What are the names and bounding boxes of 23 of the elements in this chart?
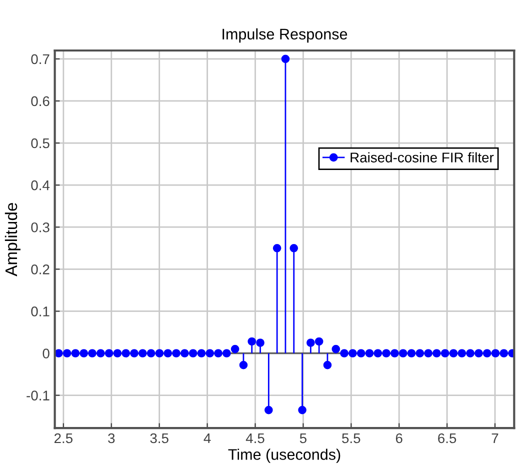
x-tick-label: 5 bbox=[300, 433, 306, 444]
y-tick-label: 0.4 bbox=[31, 180, 50, 190]
x-tick-label: 6 bbox=[396, 433, 402, 444]
y-tick-label: 0.5 bbox=[31, 138, 50, 148]
y-tick-label: 0.2 bbox=[31, 264, 50, 274]
y-tick-label: 0 bbox=[42, 348, 50, 358]
y-tick-label: 0.3 bbox=[31, 222, 50, 232]
x-tick-label: 4.5 bbox=[246, 433, 264, 444]
y-axis-title: Amplitude bbox=[4, 202, 20, 276]
x-axis-title: Time (useconds) bbox=[228, 448, 340, 463]
x-tick-label: 5.5 bbox=[342, 433, 360, 444]
y-tick-label: 0.6 bbox=[31, 96, 50, 106]
x-tick-label: 2.5 bbox=[54, 433, 73, 444]
x-tick-label: 4 bbox=[204, 433, 211, 444]
y-tick-label: 0.1 bbox=[31, 306, 50, 316]
x-tick-label: 3 bbox=[108, 433, 115, 444]
y-tick-label: 0.7 bbox=[31, 54, 50, 64]
y-tick-label: -0.1 bbox=[26, 390, 50, 400]
legend-label: Raised-cosine FIR filter bbox=[350, 152, 494, 162]
x-tick-label: 6.5 bbox=[438, 433, 456, 444]
x-tick-label: 7 bbox=[492, 433, 498, 444]
x-tick-label: 3.5 bbox=[150, 433, 168, 444]
chart-title: Impulse Response bbox=[222, 28, 348, 43]
